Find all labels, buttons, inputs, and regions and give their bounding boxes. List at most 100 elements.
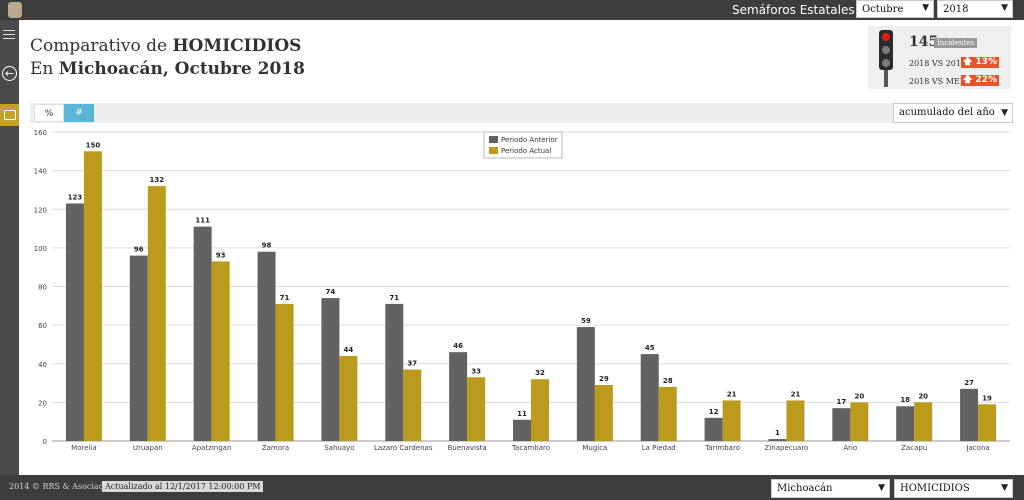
x-tick-label: Sahuayo: [324, 444, 354, 452]
data-label: 71: [389, 294, 399, 302]
bar: [65, 203, 84, 441]
bar: [531, 379, 549, 441]
bar: [513, 419, 531, 441]
bar: [914, 402, 933, 441]
copyright-text: 2014 © RRS & Asociados S.C.: [9, 482, 132, 491]
arrow-up-icon: 🡅: [963, 57, 976, 67]
data-label: 46: [453, 342, 463, 350]
x-tick-label: Apatzingan: [192, 444, 232, 452]
bar: [321, 298, 340, 441]
x-tick-label: Mugica: [582, 444, 607, 452]
period-select[interactable]: acumulado del año ▼: [893, 103, 1013, 123]
data-label: 27: [964, 379, 974, 387]
legend-swatch: [489, 147, 498, 154]
data-label: 21: [791, 390, 801, 398]
data-label: 21: [727, 390, 737, 398]
page-subtitle: En Michoacán, Octubre 2018: [30, 59, 305, 79]
bar: [850, 402, 869, 441]
incident-count: 145: [909, 34, 939, 50]
x-tick-label: Zacapu: [901, 444, 927, 452]
crime-select-value: HOMICIDIOS: [900, 483, 970, 494]
chart-view-icon[interactable]: [0, 104, 19, 126]
bar: [640, 354, 659, 441]
traffic-light-pole: [884, 70, 888, 87]
legend-swatch: [489, 136, 498, 143]
data-label: 12: [709, 408, 719, 416]
semaforos-menu[interactable]: Semáforos Estatales ▾: [732, 3, 865, 17]
menu-icon[interactable]: [3, 30, 15, 41]
number-toggle[interactable]: #: [64, 104, 94, 122]
y-tick-label: 20: [38, 399, 47, 407]
data-label: 33: [471, 367, 481, 375]
bar: [978, 404, 997, 441]
bar: [786, 400, 805, 441]
back-arrow-icon[interactable]: ←: [2, 66, 17, 81]
vs-mean-value: 22%: [975, 75, 997, 85]
bar: [403, 369, 422, 441]
year-select[interactable]: 2018 ▼: [937, 0, 1013, 18]
footer-bar: 2014 © RRS & Asociados S.C. Actualizado …: [0, 475, 1024, 500]
data-label: 20: [854, 392, 864, 400]
left-sidebar: ←: [0, 20, 19, 475]
chart-toolbar: [30, 103, 1013, 123]
bar: [147, 186, 166, 441]
vs-mean-label: 2018 VS MEDIA: [909, 77, 976, 86]
data-label: 71: [280, 294, 290, 302]
y-tick-label: 120: [34, 206, 47, 214]
bar: [385, 303, 404, 441]
data-label: 17: [836, 398, 846, 406]
bar: [832, 408, 851, 441]
x-tick-label: La Piedad: [642, 444, 676, 452]
x-tick-label: Tarimbaro: [704, 444, 740, 452]
x-tick-label: Zinapecuaro: [765, 444, 809, 452]
state-select-value: Michoacán: [777, 483, 833, 494]
data-label: 111: [195, 217, 210, 225]
bar: [257, 251, 276, 441]
crime-select[interactable]: HOMICIDIOS ▼: [894, 479, 1013, 498]
y-tick-label: 100: [34, 245, 47, 253]
x-tick-label: Jacona: [965, 444, 989, 452]
bar: [896, 406, 915, 441]
vs-prev-badge: 🡅 13%: [961, 57, 999, 68]
subtitle-prefix: En: [30, 59, 59, 79]
logo-icon: [8, 2, 22, 18]
data-label: 28: [663, 377, 673, 385]
percent-toggle[interactable]: %: [34, 104, 64, 122]
top-bar: Semáforos Estatales ▾ Octubre ▼ 2018 ▼: [0, 0, 1024, 20]
month-select[interactable]: Octubre ▼: [856, 0, 934, 18]
arrow-up-icon: 🡅: [963, 75, 976, 85]
x-tick-label: Morelia: [71, 444, 97, 452]
vs-prev-value: 13%: [975, 57, 997, 67]
x-tick-label: Ario: [843, 444, 857, 452]
bar: [594, 384, 613, 441]
bar: [339, 356, 358, 441]
data-label: 44: [344, 346, 354, 354]
subtitle-place-date: Michoacán, Octubre 2018: [58, 59, 305, 79]
chevron-down-icon: ▼: [1001, 483, 1008, 493]
x-tick-label: Uruapan: [133, 444, 163, 452]
bar: [576, 327, 595, 441]
incident-count-label: Incidentes: [934, 38, 978, 48]
state-select[interactable]: Michoacán ▼: [771, 479, 890, 498]
x-tick-label: Tacambaro: [511, 444, 550, 452]
legend-label: Periodo Anterior: [501, 136, 558, 144]
data-label: 74: [326, 288, 336, 296]
stats-panel: 145 Incidentes 2018 VS 2017 🡅 13% 2018 V…: [868, 26, 1011, 89]
data-label: 123: [68, 193, 83, 201]
bar: [449, 352, 468, 441]
data-label: 132: [149, 176, 164, 184]
bar: [211, 261, 230, 441]
data-label: 98: [262, 242, 272, 250]
bar: [960, 388, 979, 441]
data-label: 59: [581, 317, 591, 325]
y-tick-label: 160: [34, 129, 47, 137]
data-label: 1: [775, 429, 780, 437]
data-label: 96: [134, 246, 144, 254]
data-label: 18: [900, 396, 910, 404]
y-tick-label: 140: [34, 168, 47, 176]
bar: [83, 151, 102, 441]
vs-mean-badge: 🡅 22%: [961, 75, 999, 86]
data-label: 29: [599, 375, 609, 383]
title-prefix: Comparativo de: [30, 36, 173, 56]
data-label: 19: [982, 394, 992, 402]
